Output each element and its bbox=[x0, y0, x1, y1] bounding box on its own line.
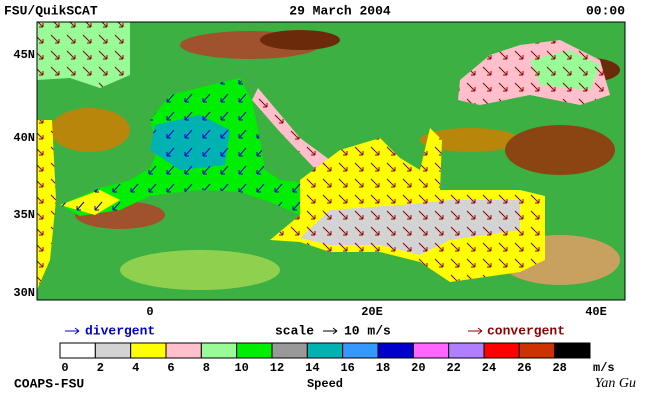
header-time: 00:00 bbox=[586, 3, 625, 18]
colorbar-bin bbox=[342, 342, 379, 359]
lon-label: 20E bbox=[361, 305, 383, 319]
map-frame bbox=[36, 21, 626, 301]
lon-labels: 0 20E 40E bbox=[146, 305, 606, 319]
colorbar-label: 12 bbox=[270, 361, 284, 375]
colorbar-bin bbox=[554, 342, 591, 359]
colorbar-label: 8 bbox=[203, 361, 210, 375]
lat-label: 30N bbox=[13, 286, 35, 300]
header-left: FSU/QuikSCAT bbox=[4, 3, 98, 18]
map bbox=[37, 22, 625, 300]
colorbar-label: 18 bbox=[376, 361, 390, 375]
colorbar-bin bbox=[377, 342, 414, 359]
colorbar-bin bbox=[130, 342, 167, 359]
colorbar-bin bbox=[200, 342, 238, 359]
colorbar-label: 4 bbox=[132, 361, 139, 375]
lat-label: 40N bbox=[13, 131, 35, 145]
colorbar-bin bbox=[165, 342, 202, 359]
colorbar-label: 24 bbox=[482, 361, 496, 375]
lat-label: 35N bbox=[13, 208, 35, 222]
colorbar: 0 2 4 6 8 10 12 14 16 18 20 22 24 26 28 m/s bbox=[59, 342, 615, 375]
colorbar-label: 28 bbox=[552, 361, 566, 375]
colorbar-bin bbox=[448, 342, 485, 359]
lon-label: 40E bbox=[585, 305, 607, 319]
legend-scale-value: 10 m/s bbox=[344, 323, 391, 338]
colorbar-label: 6 bbox=[167, 361, 174, 375]
legend-scale: scale bbox=[275, 323, 314, 338]
colorbar-bin bbox=[94, 342, 132, 359]
colorbar-title: Speed bbox=[307, 377, 343, 391]
colorbar-unit: m/s bbox=[593, 361, 615, 375]
colorbar-label: 26 bbox=[517, 361, 531, 375]
legend-convergent: convergent bbox=[487, 323, 565, 338]
lon-label: 0 bbox=[146, 305, 153, 319]
colorbar-label: 22 bbox=[446, 361, 460, 375]
colorbar-label: 0 bbox=[61, 361, 68, 375]
lat-label: 45N bbox=[13, 48, 35, 62]
colorbar-label: 16 bbox=[340, 361, 354, 375]
colorbar-label: 10 bbox=[234, 361, 248, 375]
footer-left: COAPS-FSU bbox=[14, 376, 84, 391]
colorbar-bin bbox=[483, 342, 520, 359]
colorbar-bin bbox=[412, 342, 450, 359]
legend-divergent: divergent bbox=[85, 323, 155, 338]
header-date: 29 March 2004 bbox=[289, 3, 391, 18]
colorbar-bin bbox=[271, 342, 308, 359]
colorbar-bin bbox=[518, 342, 556, 359]
divergent-arrow bbox=[65, 327, 80, 335]
colorbar-bin bbox=[236, 342, 273, 359]
colorbar-label: 14 bbox=[305, 361, 319, 375]
colorbar-bin bbox=[59, 342, 96, 359]
convergent-arrow bbox=[468, 327, 483, 335]
lat-labels: 45N 40N 35N 30N bbox=[13, 48, 35, 300]
colorbar-bin bbox=[306, 342, 344, 359]
signature: Yan Gu bbox=[595, 376, 636, 391]
colorbar-label: 20 bbox=[411, 361, 425, 375]
colorbar-label: 2 bbox=[97, 361, 104, 375]
scale-arrow bbox=[323, 327, 338, 335]
